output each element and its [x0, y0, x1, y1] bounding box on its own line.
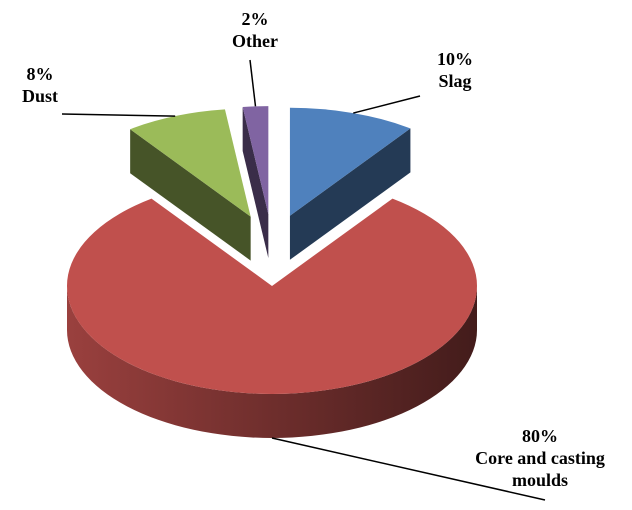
value-label: 8% — [26, 64, 54, 84]
data-label: 8% Dust — [0, 63, 120, 107]
slice-side — [289, 128, 411, 260]
value-label: 80% — [522, 426, 558, 446]
data-label: 80% Core and casting moulds — [465, 425, 615, 491]
data-label: 10% Slag — [375, 48, 535, 92]
slice-top — [242, 106, 269, 215]
pie-slice — [66, 198, 477, 438]
data-label: 2% Other — [175, 8, 335, 52]
pie-slice — [289, 107, 411, 260]
leader-line — [353, 95, 421, 114]
slice-top — [289, 107, 411, 216]
slice-side — [130, 129, 251, 261]
value-label: 10% — [437, 49, 473, 69]
leader-line — [249, 59, 257, 107]
pie-slice — [242, 106, 269, 259]
value-label: 2% — [241, 9, 269, 29]
slice-side — [242, 106, 269, 259]
category-label: Dust — [21, 86, 58, 106]
pie-slice — [130, 109, 251, 261]
category-label: Slag — [438, 71, 472, 91]
leader-line — [61, 113, 176, 117]
leader-line — [271, 437, 546, 501]
slice-top — [130, 109, 251, 217]
category-label: Core and casting moulds — [475, 448, 605, 490]
slice-wall — [67, 285, 477, 438]
category-label: Other — [232, 31, 278, 51]
slice-top — [66, 198, 477, 394]
